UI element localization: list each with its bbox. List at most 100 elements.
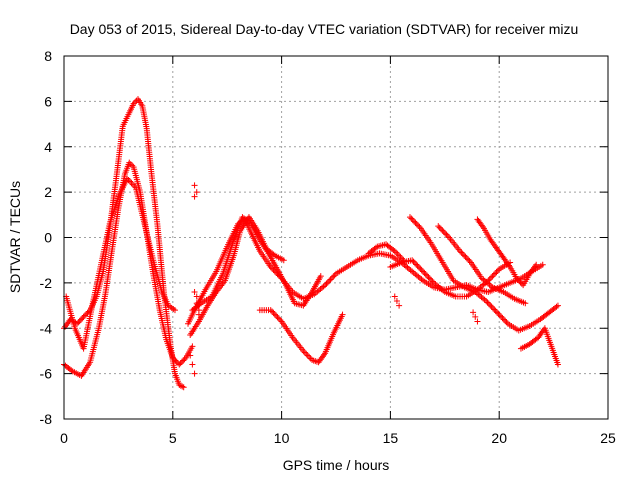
data-point [458,249,465,256]
data-point [181,356,188,363]
data-point [410,258,417,265]
data-point [494,309,501,316]
data-point [81,312,88,319]
data-point [177,360,184,367]
data-point [488,303,495,310]
data-point [76,317,83,324]
data-point [416,224,423,231]
data-point [422,271,429,278]
data-points [61,96,561,391]
data-point [169,354,176,361]
data-point [189,361,196,368]
data-point [372,244,379,251]
data-point [457,248,464,255]
data-point [180,384,187,391]
x-tick-label: 5 [169,430,177,446]
data-point [317,273,324,280]
data-point [328,275,335,282]
data-point [415,222,422,229]
data-point [187,352,194,359]
data-point [391,293,398,300]
y-tick-label: -8 [40,411,53,427]
x-tick-label: 10 [274,430,290,446]
y-tick-label: 6 [44,93,52,109]
data-point [409,216,416,223]
y-tick-label: 2 [44,184,52,200]
data-point [498,313,505,320]
data-point [180,357,187,364]
data-point [191,370,198,377]
y-tick-label: 8 [44,48,52,64]
data-point [420,268,427,275]
data-point [500,316,507,323]
data-point [275,315,282,322]
data-point [493,269,500,276]
data-point [193,189,200,196]
data-point [271,311,278,318]
data-point [331,272,338,279]
data-point [429,278,436,285]
data-point [491,306,498,313]
data-point [396,302,403,309]
data-point [75,319,82,326]
data-point [522,300,529,307]
data-point [411,218,418,225]
data-point [502,317,509,324]
axis-ticks [63,55,609,420]
data-point [486,276,493,283]
data-point [414,262,421,269]
data-point [326,277,333,284]
data-point [193,300,200,307]
data-point [267,263,274,270]
x-tick-labels: 0 5 10 15 20 25 [60,430,616,446]
data-point [517,279,524,286]
data-point [273,312,280,319]
data-point [485,277,492,284]
data-point [499,315,506,322]
data-point [488,274,495,281]
data-point [400,257,407,264]
data-point [415,264,422,271]
data-point [412,219,419,226]
data-point [393,298,400,305]
data-point [195,311,202,318]
data-point [554,302,561,309]
y-tick-label: 0 [44,230,52,246]
data-point [191,182,198,189]
data-point [435,223,442,230]
data-point [513,275,520,282]
data-point [172,357,179,364]
data-point [68,367,75,374]
data-point [330,273,337,280]
data-point [484,299,491,306]
data-point [539,261,546,268]
y-axis-label: SDTVAR / TECUs [7,181,23,293]
data-point [514,276,521,283]
data-point [424,272,431,279]
data-point [516,278,523,285]
y-tick-labels: -8 -6 -4 -2 0 2 4 6 8 [40,48,53,427]
data-point [553,303,560,310]
data-point [442,230,449,237]
data-point [269,308,276,315]
data-point [507,259,514,266]
data-point [461,252,468,259]
data-point [191,288,198,295]
x-tick-label: 20 [491,430,507,446]
data-point [533,335,540,342]
data-point [176,361,183,368]
data-point [322,282,329,289]
data-point [439,227,446,234]
data-point [472,313,479,320]
data-point [413,261,420,268]
data-point [79,315,86,322]
data-point [492,307,499,314]
data-point [466,258,473,265]
data-point [418,267,425,274]
data-point [490,271,497,278]
chart-title: Day 053 of 2015, Sidereal Day-to-day VTE… [70,21,579,37]
data-point [270,251,277,258]
data-point [483,298,490,305]
data-point [428,277,435,284]
